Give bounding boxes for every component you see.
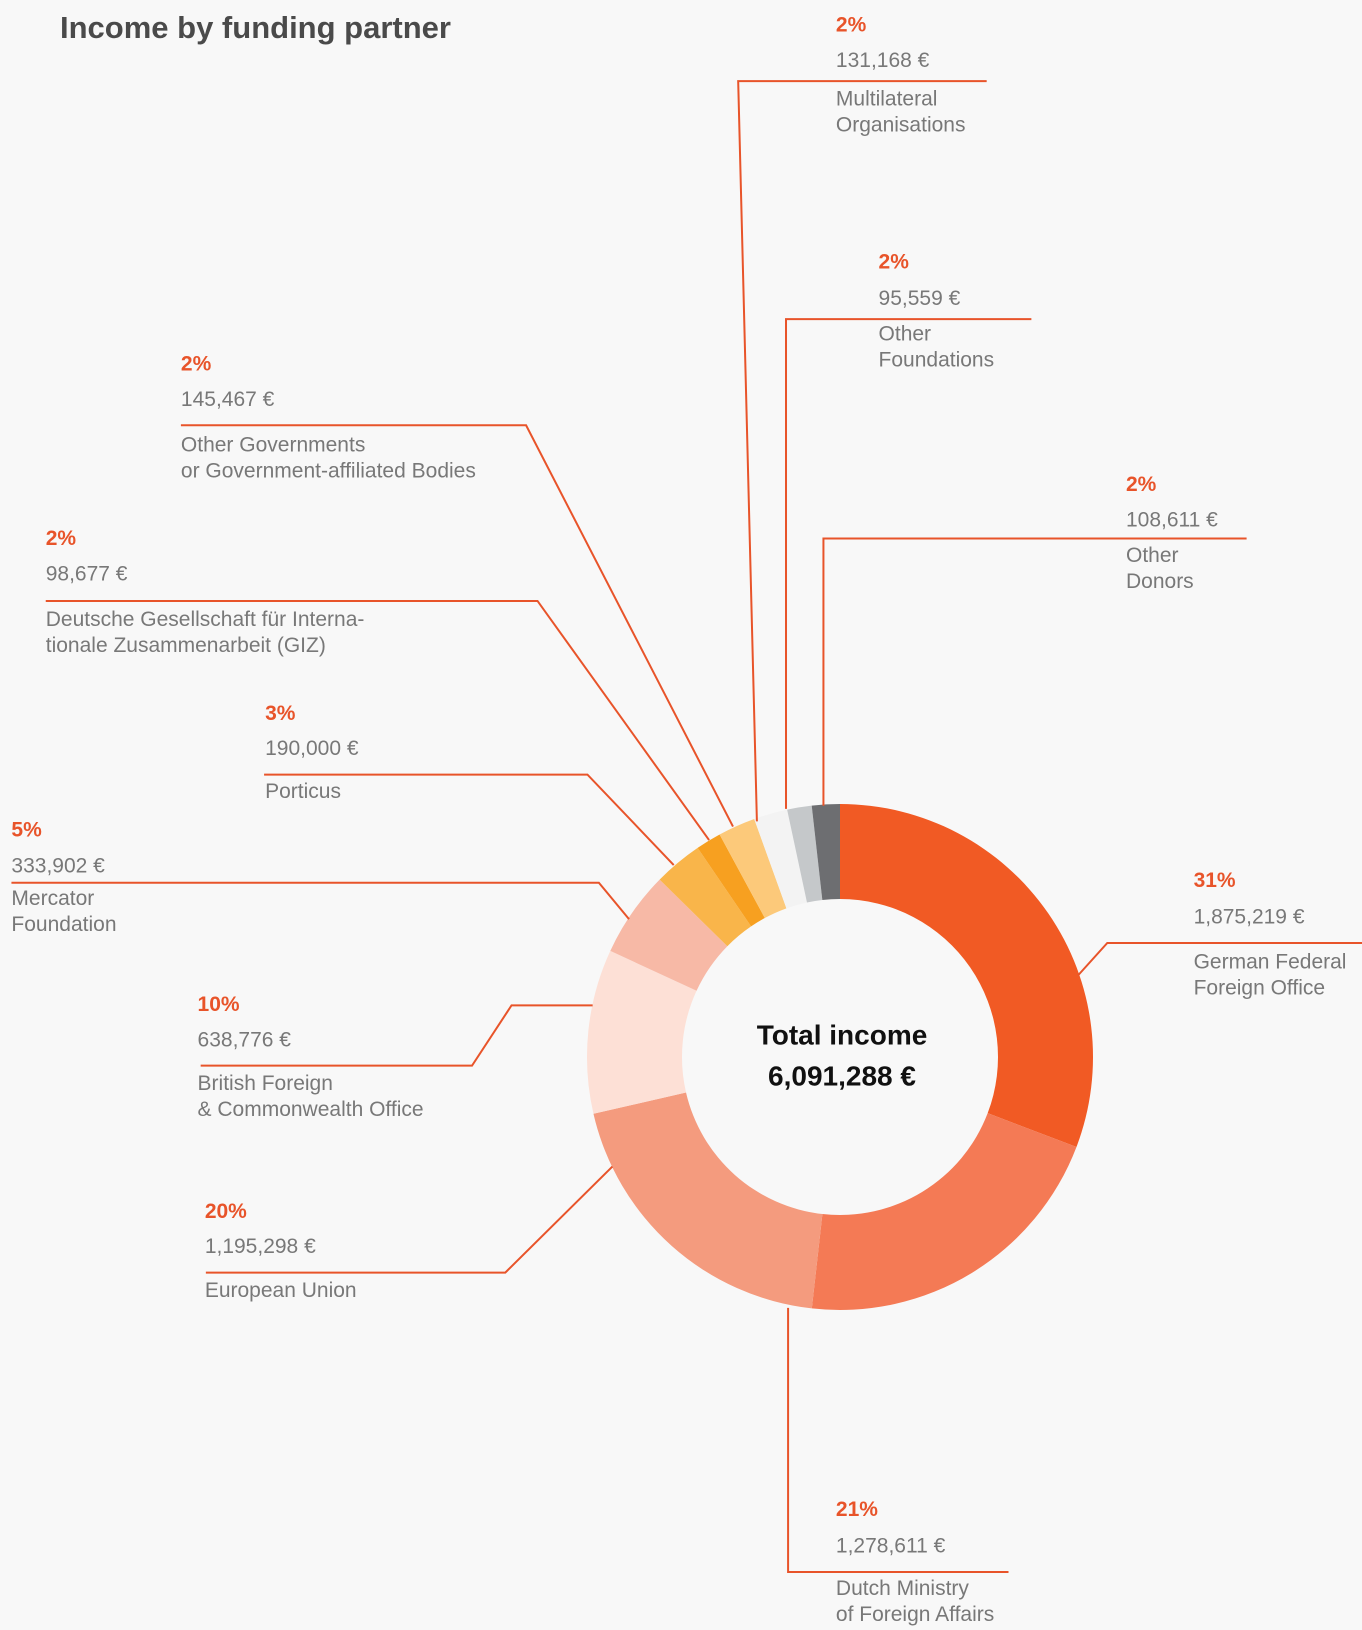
value-label: 333,902 €: [11, 855, 105, 878]
category-label: German Federal: [1194, 950, 1347, 973]
leader-line: [822, 537, 1247, 806]
donut-slice: [754, 809, 807, 909]
donut-slice: [811, 804, 840, 900]
category-label: Dutch Ministry: [836, 1577, 970, 1600]
category-label: Porticus: [265, 780, 341, 803]
leader-line: [11, 881, 630, 920]
percent-label: 2%: [1126, 473, 1157, 496]
donut-slice: [697, 834, 765, 927]
donut-slice: [593, 1092, 823, 1309]
category-label: of Foreign Affairs: [836, 1603, 994, 1626]
center-label: Total income: [757, 1019, 928, 1050]
category-label: Deutsche Gesellschaft für Interna-: [46, 608, 365, 631]
percent-label: 21%: [836, 1498, 878, 1521]
donut-slice: [811, 1113, 1077, 1310]
category-label: Organisations: [836, 113, 966, 136]
percent-label: 31%: [1194, 869, 1236, 892]
value-label: 190,000 €: [265, 737, 359, 760]
leader-line: [787, 1307, 1009, 1574]
value-label: 95,559 €: [879, 287, 961, 310]
value-label: 1,278,611 €: [836, 1535, 946, 1558]
percent-label: 2%: [46, 527, 77, 550]
value-label: 638,776 €: [198, 1028, 292, 1051]
leader-line: [737, 80, 987, 822]
category-label: Other: [1126, 544, 1179, 567]
chart-title: Income by funding partner: [60, 10, 451, 45]
category-label: Foreign Office: [1194, 976, 1326, 999]
leader-line: [205, 1165, 614, 1274]
donut-slice: [787, 805, 823, 903]
category-label: Donors: [1126, 570, 1194, 593]
donut-slice: [840, 804, 1093, 1147]
percent-label: 5%: [11, 818, 42, 841]
category-label: European Union: [205, 1279, 357, 1302]
leader-line: [264, 773, 675, 866]
percent-label: 2%: [879, 251, 910, 274]
leader-line: [785, 318, 1032, 809]
donut-slice: [587, 950, 697, 1114]
value-label: 145,467 €: [181, 388, 275, 411]
percent-label: 10%: [198, 993, 240, 1016]
percent-label: 2%: [836, 14, 867, 37]
category-label: Other: [879, 322, 932, 345]
donut-slice: [719, 818, 787, 919]
leader-line: [1077, 942, 1362, 976]
category-label: Mercator: [11, 887, 94, 910]
value-label: 1,875,219 €: [1194, 906, 1305, 929]
category-label: & Commonwealth Office: [198, 1098, 424, 1121]
category-label: Other Governments: [181, 434, 365, 457]
category-label: Foundations: [879, 348, 995, 371]
value-label: 98,677 €: [46, 562, 128, 585]
category-label: Foundation: [11, 913, 116, 936]
percent-label: 2%: [181, 352, 212, 375]
leader-line: [180, 424, 734, 828]
donut-slice: [610, 879, 728, 991]
category-label: British Foreign: [198, 1072, 333, 1095]
leader-line: [45, 599, 710, 841]
leader-line: [200, 1004, 593, 1067]
category-label: or Government-affiliated Bodies: [181, 460, 476, 483]
value-label: 131,168 €: [836, 49, 930, 72]
value-label: 108,611 €: [1126, 508, 1218, 531]
category-label: tionale Zusammenarbeit (GIZ): [46, 634, 326, 657]
value-label: 1,195,298 €: [205, 1235, 316, 1258]
donut-slice: [659, 847, 752, 947]
center-total: 6,091,288 €: [768, 1060, 916, 1091]
category-label: Multilateral: [836, 87, 938, 110]
percent-label: 3%: [265, 702, 296, 725]
percent-label: 20%: [205, 1200, 247, 1223]
